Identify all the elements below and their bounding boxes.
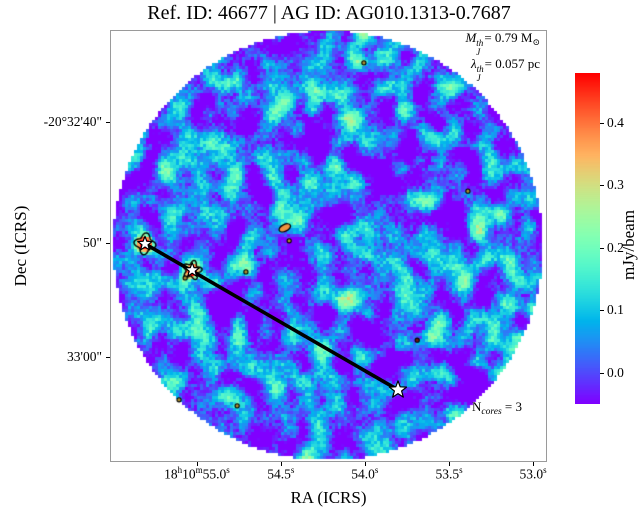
solar-symbol: ⊙	[532, 37, 540, 48]
x-tick-label: 18h10m55.0s	[164, 465, 230, 482]
sky-image-canvas	[110, 30, 547, 462]
core-separation-line	[144, 242, 399, 392]
sky-map-axes	[110, 30, 547, 462]
x-tick-label: 53.5s	[435, 465, 463, 482]
mass-supsub: th J	[476, 38, 484, 58]
x-tick-mark	[533, 462, 535, 466]
colorbar-canvas	[575, 73, 600, 404]
colorbar-tick-mark	[600, 122, 604, 124]
colorbar-tick-label: 0.4	[607, 114, 624, 130]
mass-symbol: M	[465, 30, 477, 45]
core-star-marker-1	[137, 235, 153, 251]
colorbar-tick-label: 0.0	[607, 364, 624, 380]
x-tick-mark	[280, 462, 282, 466]
x-tick-label: 54.5s	[267, 465, 295, 482]
n-cores-annotation: Ncores = 3	[472, 399, 522, 417]
colorbar-tick-label: 0.1	[607, 302, 624, 318]
y-tick-mark	[106, 242, 110, 244]
x-tick-label: 53.0s	[519, 465, 547, 482]
x-tick-mark	[449, 462, 451, 466]
y-tick-label: 50"	[82, 234, 102, 250]
jeans-length-line: λ th J = 0.057 pc	[470, 56, 540, 84]
colorbar-tick-mark	[600, 247, 604, 249]
core-star-marker-2	[184, 262, 200, 277]
core-markers-overlay	[137, 235, 408, 398]
y-tick-label: 33'00"	[67, 349, 102, 365]
plot-title: Ref. ID: 46677 | AG ID: AG010.1313-0.768…	[147, 2, 511, 24]
x-tick-label: 54.0s	[351, 465, 379, 482]
y-tick-label: -20°32'40"	[43, 114, 102, 130]
colorbar-tick-label: 0.2	[607, 239, 624, 255]
colorbar-label: mJy/beam	[619, 210, 638, 280]
colorbar-tick-mark	[600, 372, 604, 374]
x-tick-mark	[364, 462, 366, 466]
x-tick-mark	[196, 462, 198, 466]
core-star-marker-3	[388, 380, 408, 398]
lambda-supsub: th J	[476, 64, 484, 84]
x-axis-label: RA (ICRS)	[290, 488, 367, 507]
lambda-symbol: λ	[470, 56, 477, 72]
y-tick-mark	[106, 122, 110, 124]
y-tick-mark	[106, 357, 110, 359]
colorbar-tick-label: 0.3	[607, 177, 624, 193]
colorbar-tick-mark	[600, 185, 604, 187]
colorbar-tick-mark	[600, 310, 604, 312]
